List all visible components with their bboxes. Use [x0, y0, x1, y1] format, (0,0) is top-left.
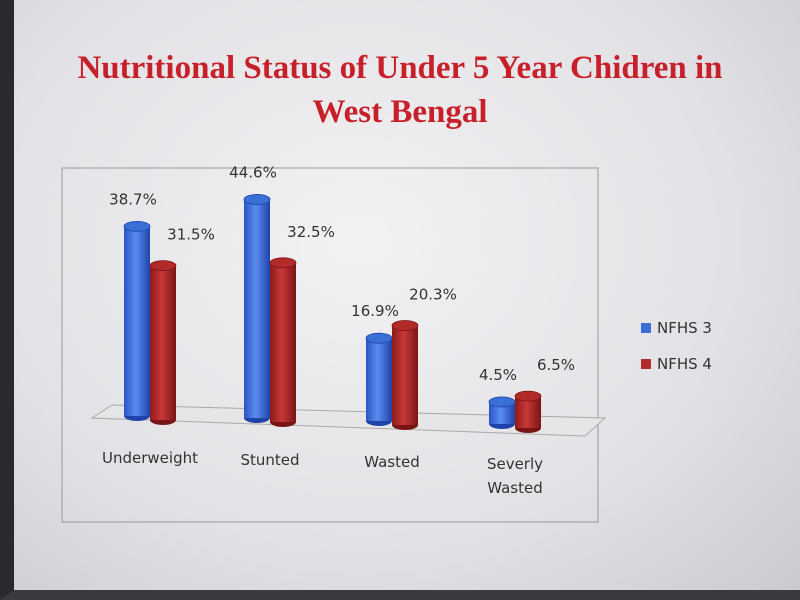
x-tick-label: Underweight: [102, 449, 198, 467]
bar-body: [150, 265, 176, 420]
bar-body: [244, 199, 270, 418]
bar-top: [514, 390, 542, 402]
floor: [90, 404, 607, 437]
bar-body: [270, 262, 296, 422]
value-label: 20.3%: [409, 286, 457, 304]
plot-frame: [61, 167, 599, 523]
chart-title: Nutritional Status of Under 5 Year Chidr…: [77, 50, 723, 130]
value-label: 44.6%: [229, 163, 277, 181]
bar-top: [123, 220, 151, 232]
bar-body: [392, 325, 418, 425]
bar-top: [269, 257, 297, 269]
bar-top: [243, 194, 271, 205]
bar-body: [366, 338, 392, 421]
legend-swatch: [641, 323, 651, 333]
bar: [391, 320, 419, 430]
bar-body: [124, 226, 150, 416]
value-label: 16.9%: [351, 302, 399, 320]
value-label: 32.5%: [287, 223, 335, 241]
bar: [123, 220, 151, 421]
legend-swatch: [641, 359, 651, 369]
legend-label: NFHS 4: [657, 355, 712, 373]
value-label: 6.5%: [537, 356, 575, 374]
x-tick-label: Wasted: [364, 453, 420, 471]
bar: [149, 260, 177, 425]
bar-top: [149, 260, 177, 272]
x-tick-label: Severly Wasted: [486, 455, 544, 497]
bar-body: [489, 401, 515, 424]
bar: [243, 194, 271, 423]
bar: [488, 396, 516, 429]
legend-label: NFHS 3: [657, 319, 712, 337]
bar-top: [488, 396, 516, 408]
value-label: 38.7%: [109, 190, 157, 208]
bar: [514, 390, 542, 433]
value-label: 4.5%: [479, 366, 517, 384]
bar-top: [365, 332, 393, 344]
bar: [269, 257, 297, 427]
value-label: 31.5%: [167, 226, 215, 244]
bar-top: [391, 320, 419, 331]
bar: [365, 332, 393, 426]
x-tick-label: Stunted: [240, 451, 300, 469]
